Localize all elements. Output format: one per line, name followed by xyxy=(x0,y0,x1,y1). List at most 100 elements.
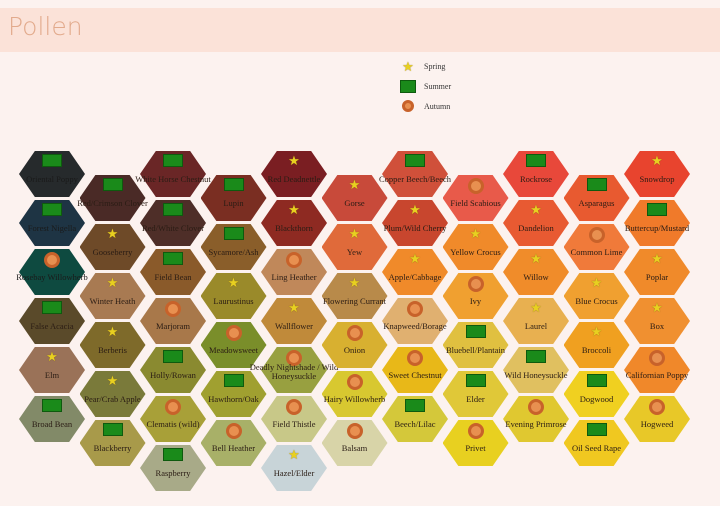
hex-label: Pear/Crab Apple xyxy=(84,394,141,404)
pollen-hex: Knapweed/Borage xyxy=(382,298,448,344)
green-rectangle-icon xyxy=(42,301,62,314)
pollen-hex: Field Scabious xyxy=(442,175,509,221)
orange-ring-icon xyxy=(407,301,423,317)
hex-label: Laurel xyxy=(524,321,548,331)
orange-ring-icon xyxy=(467,276,484,292)
orange-ring-icon xyxy=(400,100,416,112)
orange-ring-icon xyxy=(467,178,484,194)
green-rectangle-icon xyxy=(647,203,667,216)
pollen-hex: ★ Poplar xyxy=(624,249,690,295)
pollen-hex: Broad Bean xyxy=(19,396,85,442)
pollen-hex: Meadowsweet xyxy=(200,322,267,368)
pollen-hex: Bell Heather xyxy=(200,420,267,466)
star-icon: ★ xyxy=(651,153,663,168)
star-icon: ★ xyxy=(106,275,119,290)
hex-fill xyxy=(503,249,569,295)
green-rectangle-icon xyxy=(586,178,607,191)
hex-fill xyxy=(624,249,690,295)
hex-label: Red/Crimson Clover xyxy=(77,198,148,208)
hex-label: Hazel/Elder xyxy=(273,468,315,478)
pollen-hex: Balsam xyxy=(321,420,388,466)
hex-label: Sycamore/Ash xyxy=(208,247,259,257)
hex-label: Wallflower xyxy=(274,321,314,331)
pollen-hex: ★ Gooseberry xyxy=(79,224,146,270)
star-icon: ★ xyxy=(288,153,300,168)
hex-fill xyxy=(200,273,267,319)
hex-label: Hairy Willowherb xyxy=(323,394,386,404)
pollen-hex: Buttercup/Mustard xyxy=(624,200,690,246)
orange-ring-icon xyxy=(528,399,544,415)
hex-label: Hawthorn/Oak xyxy=(208,394,259,404)
pollen-hex: ★ Berberis xyxy=(79,322,146,368)
pollen-hex: ★ Pear/Crab Apple xyxy=(79,371,146,417)
hex-label: Gorse xyxy=(344,198,365,208)
orange-ring-icon xyxy=(165,301,181,317)
pollen-hex: ★ Yew xyxy=(321,224,388,270)
pollen-hex: ★ Apple/Cabbage xyxy=(382,249,448,295)
green-rectangle-icon xyxy=(42,154,62,167)
pollen-hex: Forest Nigella xyxy=(19,200,85,246)
pollen-hex: Red/White Clover xyxy=(140,200,206,246)
hex-label: Californian Poppy xyxy=(625,370,689,380)
hex-label: Plum/Wild Cherry xyxy=(383,223,447,233)
hex-fill xyxy=(261,200,327,246)
pollen-hex: Asparagus xyxy=(563,175,630,221)
hex-label: Yew xyxy=(346,247,363,257)
orange-ring-icon xyxy=(44,252,60,268)
hex-fill xyxy=(503,200,569,246)
star-icon: ★ xyxy=(651,300,663,315)
header-bar: Pollen xyxy=(0,8,720,52)
hex-fill xyxy=(321,273,388,319)
hex-label: Field Scabious xyxy=(450,198,501,208)
star-icon: ★ xyxy=(288,202,300,217)
star-icon: ★ xyxy=(288,447,300,462)
pollen-hex: Field Bean xyxy=(140,249,206,295)
green-rectangle-icon xyxy=(586,374,607,387)
green-rectangle-icon xyxy=(526,350,546,363)
star-icon: ★ xyxy=(402,58,414,74)
pollen-hex: Rosebay Willowherb xyxy=(16,249,88,295)
pollen-hex: Rockrose xyxy=(503,151,569,197)
pollen-hex: Hogweed xyxy=(624,396,690,442)
pollen-hex: ★ Snowdrop xyxy=(624,151,690,197)
pollen-hex: ★ Box xyxy=(624,298,690,344)
pollen-hex: Common Lime xyxy=(563,224,630,270)
green-rectangle-icon xyxy=(223,227,244,240)
hex-label: Oriental Poppy xyxy=(26,174,78,184)
pollen-hex: ★ Blackthorn xyxy=(261,200,327,246)
hex-label: Ling Heather xyxy=(271,272,317,282)
green-rectangle-icon xyxy=(405,399,425,412)
pollen-hex: Lupin xyxy=(200,175,267,221)
pollen-hex: Onion xyxy=(321,322,388,368)
green-rectangle-icon xyxy=(42,399,62,412)
star-icon: ★ xyxy=(651,251,663,266)
green-rectangle-icon xyxy=(163,350,183,363)
hex-fill xyxy=(563,273,630,319)
hex-label: Rosebay Willowherb xyxy=(16,272,88,282)
star-icon: ★ xyxy=(227,275,240,290)
star-icon: ★ xyxy=(469,226,482,241)
hex-fill xyxy=(503,298,569,344)
star-icon: ★ xyxy=(106,226,119,241)
green-rectangle-icon xyxy=(465,374,486,387)
hex-label: Bluebell/Plantain xyxy=(445,345,506,355)
hex-label: Poplar xyxy=(645,272,669,282)
hex-label: Elm xyxy=(44,370,60,380)
pollen-hex: Field Thistle xyxy=(261,396,327,442)
hex-label: Blackberry xyxy=(93,443,132,453)
pollen-hex: ★ Winter Heath xyxy=(79,273,146,319)
pollen-hex: Clematis (wild) xyxy=(140,396,206,442)
pollen-hex: Californian Poppy xyxy=(624,347,690,393)
hex-label: Apple/Cabbage xyxy=(388,272,442,282)
hex-label: Dandelion xyxy=(518,223,554,233)
hex-fill xyxy=(624,298,690,344)
pollen-hex: Beech/Lilac xyxy=(382,396,448,442)
pollen-hex: ★ Blue Crocus xyxy=(563,273,630,319)
orange-ring-icon xyxy=(286,252,302,268)
hex-label: Broccoli xyxy=(581,345,612,355)
pollen-hex: Wild Honeysuckle xyxy=(503,347,569,393)
pollen-hex: Ling Heather xyxy=(261,249,327,295)
hex-fill xyxy=(382,249,448,295)
hex-label: Berberis xyxy=(98,345,127,355)
hex-label: Deadly Nightshade / Wild Honeysuckle xyxy=(249,362,339,381)
